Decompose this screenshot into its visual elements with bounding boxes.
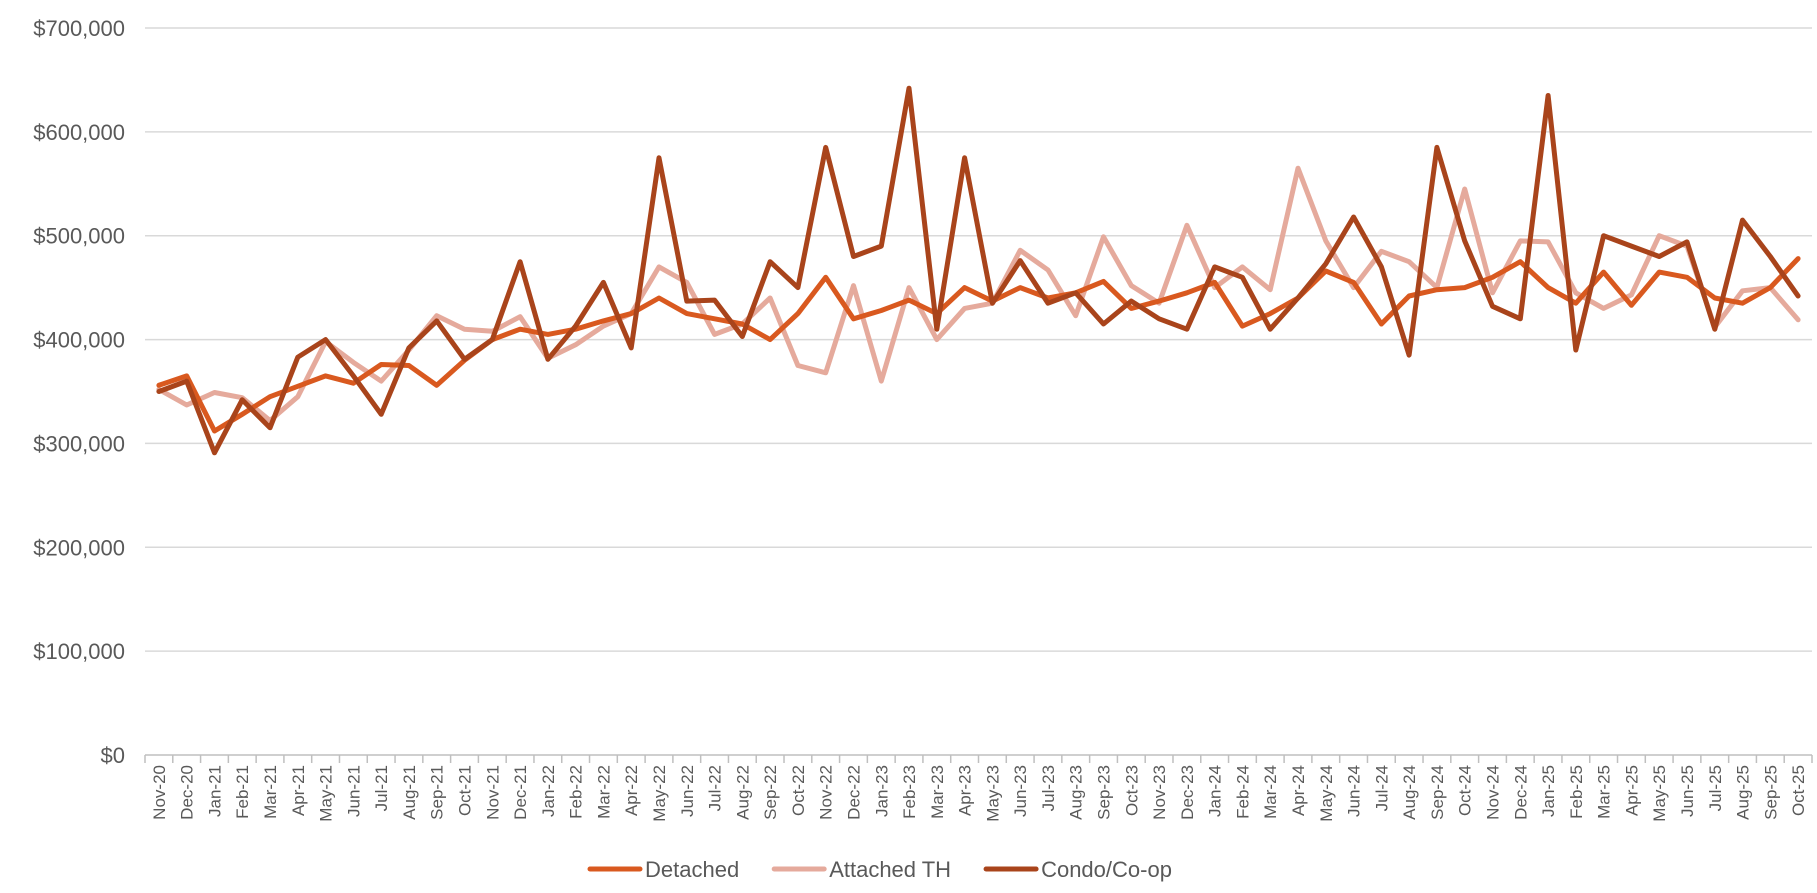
x-tick-label: Sep-22 (761, 765, 780, 820)
x-tick-label: Mar-22 (594, 765, 613, 819)
x-tick-label: May-25 (1650, 765, 1669, 822)
x-tick-label: Nov-21 (483, 765, 502, 820)
x-tick-label: Dec-24 (1511, 765, 1530, 820)
y-tick-label: $0 (101, 743, 125, 768)
x-tick-label: Nov-20 (150, 765, 169, 820)
x-tick-label: Dec-22 (844, 765, 863, 820)
series-line-detached (156, 256, 1801, 434)
x-tick-label: Jun-24 (1345, 765, 1364, 817)
x-tick-label: Aug-21 (400, 765, 419, 820)
x-tick-label: Jul-22 (706, 765, 725, 811)
legend: Detached Attached TH Condo/Co-op (587, 857, 1172, 882)
x-tick-label: Oct-23 (1122, 765, 1141, 816)
y-tick-label: $700,000 (33, 16, 125, 41)
x-tick-label: Jul-25 (1706, 765, 1725, 811)
x-tick-label: Apr-23 (956, 765, 975, 816)
x-tick-label: Mar-25 (1595, 765, 1614, 819)
x-tick-label: Feb-21 (233, 765, 252, 819)
x-tick-label: Jan-22 (539, 765, 558, 817)
x-tick-label: Mar-23 (928, 765, 947, 819)
x-tick-label: Apr-21 (289, 765, 308, 816)
legend-label-detached: Detached (645, 857, 739, 882)
y-tick-label: $300,000 (33, 431, 125, 456)
x-tick-label: Feb-24 (1233, 765, 1252, 819)
x-tick-label: Dec-20 (178, 765, 197, 820)
series-line-condo-co-op (156, 85, 1801, 456)
x-tick-label: Jun-21 (344, 765, 363, 817)
y-axis-ticks: $0 $100,000 $200,000 $300,000 $400,000 $500,0… (33, 16, 125, 768)
x-tick-label: Sep-25 (1761, 765, 1780, 820)
x-tick-label: Mar-21 (261, 765, 280, 819)
x-tick-label: Nov-24 (1483, 765, 1502, 820)
x-tick-label: May-23 (983, 765, 1002, 822)
x-tick-label: Sep-23 (1095, 765, 1114, 820)
x-tick-label: Nov-23 (1150, 765, 1169, 820)
x-tick-label: May-21 (317, 765, 336, 822)
x-tick-label: Oct-22 (789, 765, 808, 816)
x-axis: Nov-20 Dec-20 Jan-21 Feb-21 Mar-21 Apr-21 May-… (144, 754, 1813, 822)
y-tick-label: $200,000 (33, 535, 125, 560)
legend-label-attached-th: Attached TH (829, 857, 951, 882)
series-lines (156, 85, 1801, 456)
x-tick-label: Dec-21 (511, 765, 530, 820)
x-tick-label: Nov-22 (817, 765, 836, 820)
x-tick-label: Aug-23 (1067, 765, 1086, 820)
y-tick-label: $500,000 (33, 224, 125, 249)
y-tick-label: $100,000 (33, 639, 125, 664)
x-tick-label: Jan-21 (205, 765, 224, 817)
x-tick-label: May-24 (1317, 765, 1336, 822)
x-tick-label: Jun-25 (1678, 765, 1697, 817)
x-tick-label: Dec-23 (1178, 765, 1197, 820)
series-line-attached-th (156, 165, 1801, 424)
x-tick-label: Jan-24 (1206, 765, 1225, 817)
x-tick-label: Sep-21 (428, 765, 447, 820)
x-tick-label: Jun-23 (1011, 765, 1030, 817)
x-tick-label: May-22 (650, 765, 669, 822)
y-tick-label: $600,000 (33, 120, 125, 145)
x-tick-label: Oct-21 (456, 765, 475, 816)
x-tick-label: Jan-25 (1539, 765, 1558, 817)
x-tick-label: Jan-23 (872, 765, 891, 817)
x-tick-label: Feb-22 (567, 765, 586, 819)
x-tick-label: Jul-23 (1039, 765, 1058, 811)
x-tick-label: Oct-25 (1789, 765, 1808, 816)
x-tick-label: Feb-25 (1567, 765, 1586, 819)
x-tick-label: Aug-22 (733, 765, 752, 820)
gridlines (145, 27, 1812, 652)
x-tick-label: Jun-22 (678, 765, 697, 817)
y-tick-label: $400,000 (33, 328, 125, 353)
x-tick-label: Mar-24 (1261, 765, 1280, 819)
x-tick-label: Jul-21 (372, 765, 391, 811)
x-tick-label: Apr-24 (1289, 765, 1308, 816)
x-tick-label: Apr-25 (1622, 765, 1641, 816)
x-tick-label: Aug-25 (1734, 765, 1753, 820)
x-tick-label: Jul-24 (1372, 765, 1391, 811)
x-tick-label: Feb-23 (900, 765, 919, 819)
x-tick-label: Apr-22 (622, 765, 641, 816)
x-tick-label: Oct-24 (1456, 765, 1475, 816)
x-tick-label: Sep-24 (1428, 765, 1447, 820)
x-tick-label: Aug-24 (1400, 765, 1419, 820)
legend-label-condo-co-op: Condo/Co-op (1041, 857, 1172, 882)
